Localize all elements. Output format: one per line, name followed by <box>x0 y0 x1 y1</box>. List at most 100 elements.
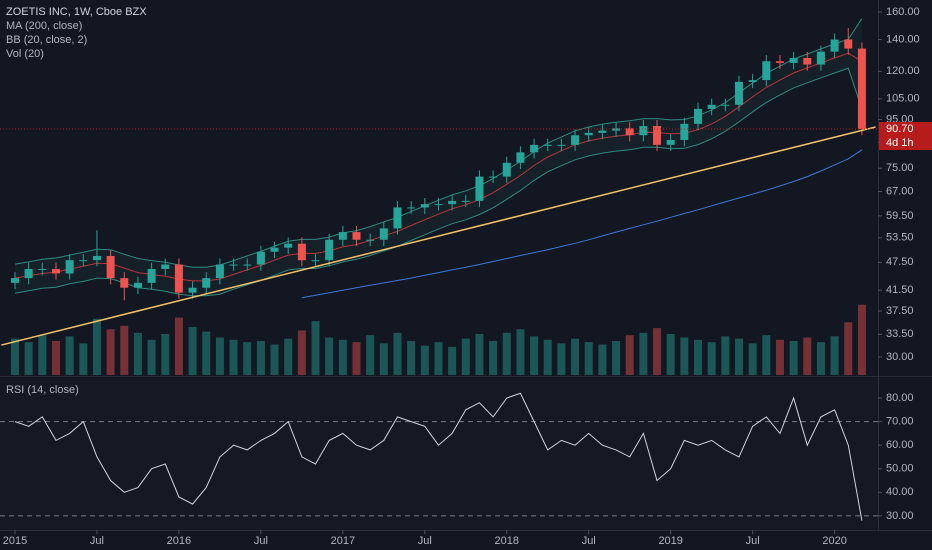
volume-bar <box>857 304 866 375</box>
volume-bar <box>256 341 265 375</box>
candle-body <box>448 200 457 205</box>
candle-body <box>325 239 334 261</box>
candle-body <box>461 200 470 202</box>
volume-bar <box>789 341 798 375</box>
legend-entry: MA (200, close) <box>6 20 82 32</box>
volume-bar <box>215 337 224 375</box>
candle-body <box>311 260 320 262</box>
volume-bar <box>393 332 402 375</box>
candle-body <box>734 81 743 105</box>
volume-bar <box>366 335 375 375</box>
volume-bar <box>352 342 361 375</box>
candle-body <box>748 80 757 82</box>
candle-body <box>475 176 484 201</box>
y-tick-label: 50.00 <box>886 463 914 475</box>
candle-body <box>188 287 197 293</box>
candle-body <box>612 128 621 131</box>
volume-bar <box>461 338 470 375</box>
x-tick-label: Jul <box>418 535 432 547</box>
y-tick-label: 30.00 <box>886 510 914 522</box>
rsi-title: RSI (14, close) <box>6 384 79 396</box>
volume-bar <box>775 339 784 375</box>
volume-bar <box>844 322 853 375</box>
candle-body <box>79 260 88 262</box>
x-tick-label: Jul <box>746 535 760 547</box>
volume-bar <box>24 342 33 375</box>
candle-body <box>284 243 293 248</box>
bb-lower <box>14 67 863 297</box>
candle-body <box>407 207 416 209</box>
candle-body <box>393 207 402 229</box>
candle-body <box>256 251 265 265</box>
volume-bar <box>243 342 252 375</box>
volume-bar <box>379 343 388 375</box>
candle-body <box>666 139 675 145</box>
candle-body <box>680 123 689 140</box>
plot-area: 160.00140.00120.00105.0095.0085.0075.006… <box>0 6 932 547</box>
y-tick-label: 60.00 <box>886 439 914 451</box>
countdown-label: 4d 1h <box>886 137 914 149</box>
volume-bar <box>65 336 74 375</box>
candle-body <box>202 278 211 288</box>
volume-bar <box>516 329 525 375</box>
candle-body <box>434 204 443 206</box>
candle-body <box>366 239 375 241</box>
volume-bar <box>639 332 648 375</box>
candle-body <box>707 104 716 109</box>
candle-body <box>694 108 702 124</box>
volume-bar <box>762 335 771 375</box>
volume-bar <box>161 333 170 375</box>
candle-body <box>530 144 539 153</box>
candle-body <box>215 264 224 279</box>
volume-bar <box>748 343 757 375</box>
volume-bar <box>489 341 498 375</box>
y-tick-label: 140.00 <box>886 33 920 45</box>
x-tick-label: Jul <box>254 535 268 547</box>
candle-body <box>502 162 511 177</box>
volume-bar <box>325 337 334 375</box>
volume-bar <box>666 333 675 375</box>
volume-bar <box>707 342 716 375</box>
last-price-label: 90.70 <box>886 123 914 135</box>
legend-entry: BB (20, close, 2) <box>6 34 87 46</box>
volume-bar <box>51 341 60 375</box>
rsi-line <box>14 392 863 521</box>
volume-bar <box>120 325 129 375</box>
y-tick-label: 30.00 <box>886 351 914 363</box>
volume-bar <box>188 326 197 375</box>
volume-bar <box>598 344 607 375</box>
volume-bar <box>448 346 457 375</box>
candle-body <box>625 128 634 136</box>
candle-body <box>65 260 74 274</box>
volume-bar <box>311 321 320 375</box>
y-tick-label: 59.50 <box>886 210 914 222</box>
candle-body <box>762 61 771 81</box>
y-tick-label: 53.50 <box>886 232 914 244</box>
countdown-box <box>879 136 932 151</box>
candle-body <box>106 255 115 279</box>
y-tick-label: 40.00 <box>886 486 914 498</box>
volume-bar <box>571 338 580 375</box>
volume-bar <box>420 345 429 375</box>
x-tick-label: 2018 <box>495 535 519 547</box>
candle-body <box>174 264 183 293</box>
volume-bar <box>79 343 88 375</box>
candle-body <box>24 268 33 279</box>
x-tick-label: 2015 <box>3 535 27 547</box>
candle-body <box>844 39 853 49</box>
candle-body <box>51 268 60 274</box>
volume-bar <box>147 339 156 375</box>
candle-body <box>789 58 798 63</box>
chart-title: ZOETIS INC, 1W, Cboe BZX <box>6 6 147 18</box>
volume-bar <box>816 342 825 375</box>
volume-bar <box>297 330 306 375</box>
candle-body <box>584 132 593 136</box>
candle-body <box>379 228 388 240</box>
candle-body <box>639 126 648 136</box>
legend-entry: Vol (20) <box>6 48 44 60</box>
candle-body <box>297 243 306 261</box>
y-tick-label: 120.00 <box>886 65 920 77</box>
volume-bar <box>38 335 47 375</box>
candle-body <box>516 152 525 163</box>
